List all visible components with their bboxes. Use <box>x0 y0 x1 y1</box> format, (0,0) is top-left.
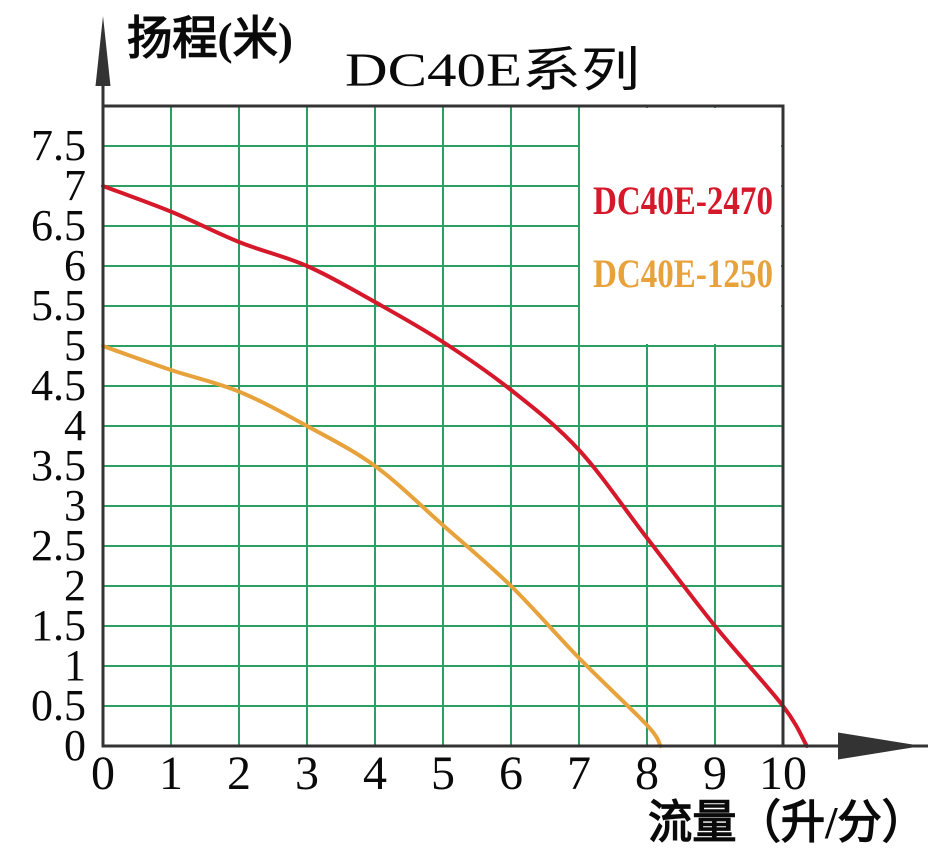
x-axis-arrow-icon <box>838 732 922 760</box>
x-tick-label: 4 <box>363 747 387 800</box>
legend-label-dc40e-2470: DC40E-2470 <box>593 178 773 223</box>
y-tick-label: 4 <box>64 401 86 450</box>
y-tick-label: 2.5 <box>31 521 86 570</box>
y-axis-title: 扬程(米) <box>127 13 293 64</box>
chart-title: DC40E系列 <box>345 44 640 97</box>
x-tick-label: 6 <box>499 747 523 800</box>
y-tick-label: 1.5 <box>31 601 86 650</box>
x-tick-label: 2 <box>227 747 251 800</box>
x-axis-title: 流量（升/分） <box>648 797 926 848</box>
y-tick-label: 3.5 <box>31 441 86 490</box>
y-tick-label: 7.5 <box>31 121 86 170</box>
x-tick-label: 1 <box>159 747 183 800</box>
legend-box <box>580 108 781 344</box>
x-tick-label: 10 <box>759 747 807 800</box>
curve-dc40e-2470 <box>101 184 809 748</box>
y-tick-label: 5.5 <box>31 281 86 330</box>
y-tick-label: 7 <box>64 161 86 210</box>
y-tick-label: 0 <box>64 721 86 770</box>
x-tick-label: 7 <box>567 747 591 800</box>
x-tick-label: 0 <box>91 747 115 800</box>
y-tick-label: 3 <box>64 481 86 530</box>
x-tick-label: 9 <box>703 747 727 800</box>
x-tick-label: 8 <box>635 747 659 800</box>
curve-dc40e-1250 <box>101 344 663 748</box>
legend-label-dc40e-1250: DC40E-1250 <box>593 251 773 296</box>
y-tick-label: 0.5 <box>31 681 86 730</box>
x-tick-label: 3 <box>295 747 319 800</box>
y-tick-label: 6 <box>64 241 86 290</box>
series-curves <box>101 184 809 748</box>
axes <box>95 16 928 760</box>
y-tick-label: 5 <box>64 321 86 370</box>
y-tick-label: 4.5 <box>31 361 86 410</box>
y-axis-arrow-icon <box>95 16 111 86</box>
y-tick-label: 1 <box>64 641 86 690</box>
y-tick-label: 6.5 <box>31 201 86 250</box>
y-tick-label: 2 <box>64 561 86 610</box>
tick-labels: 0 1 2 3 4 5 6 7 8 9 1000.511.522.533.544.555.566.5… <box>31 121 807 800</box>
x-tick-label: 5 <box>431 747 455 800</box>
